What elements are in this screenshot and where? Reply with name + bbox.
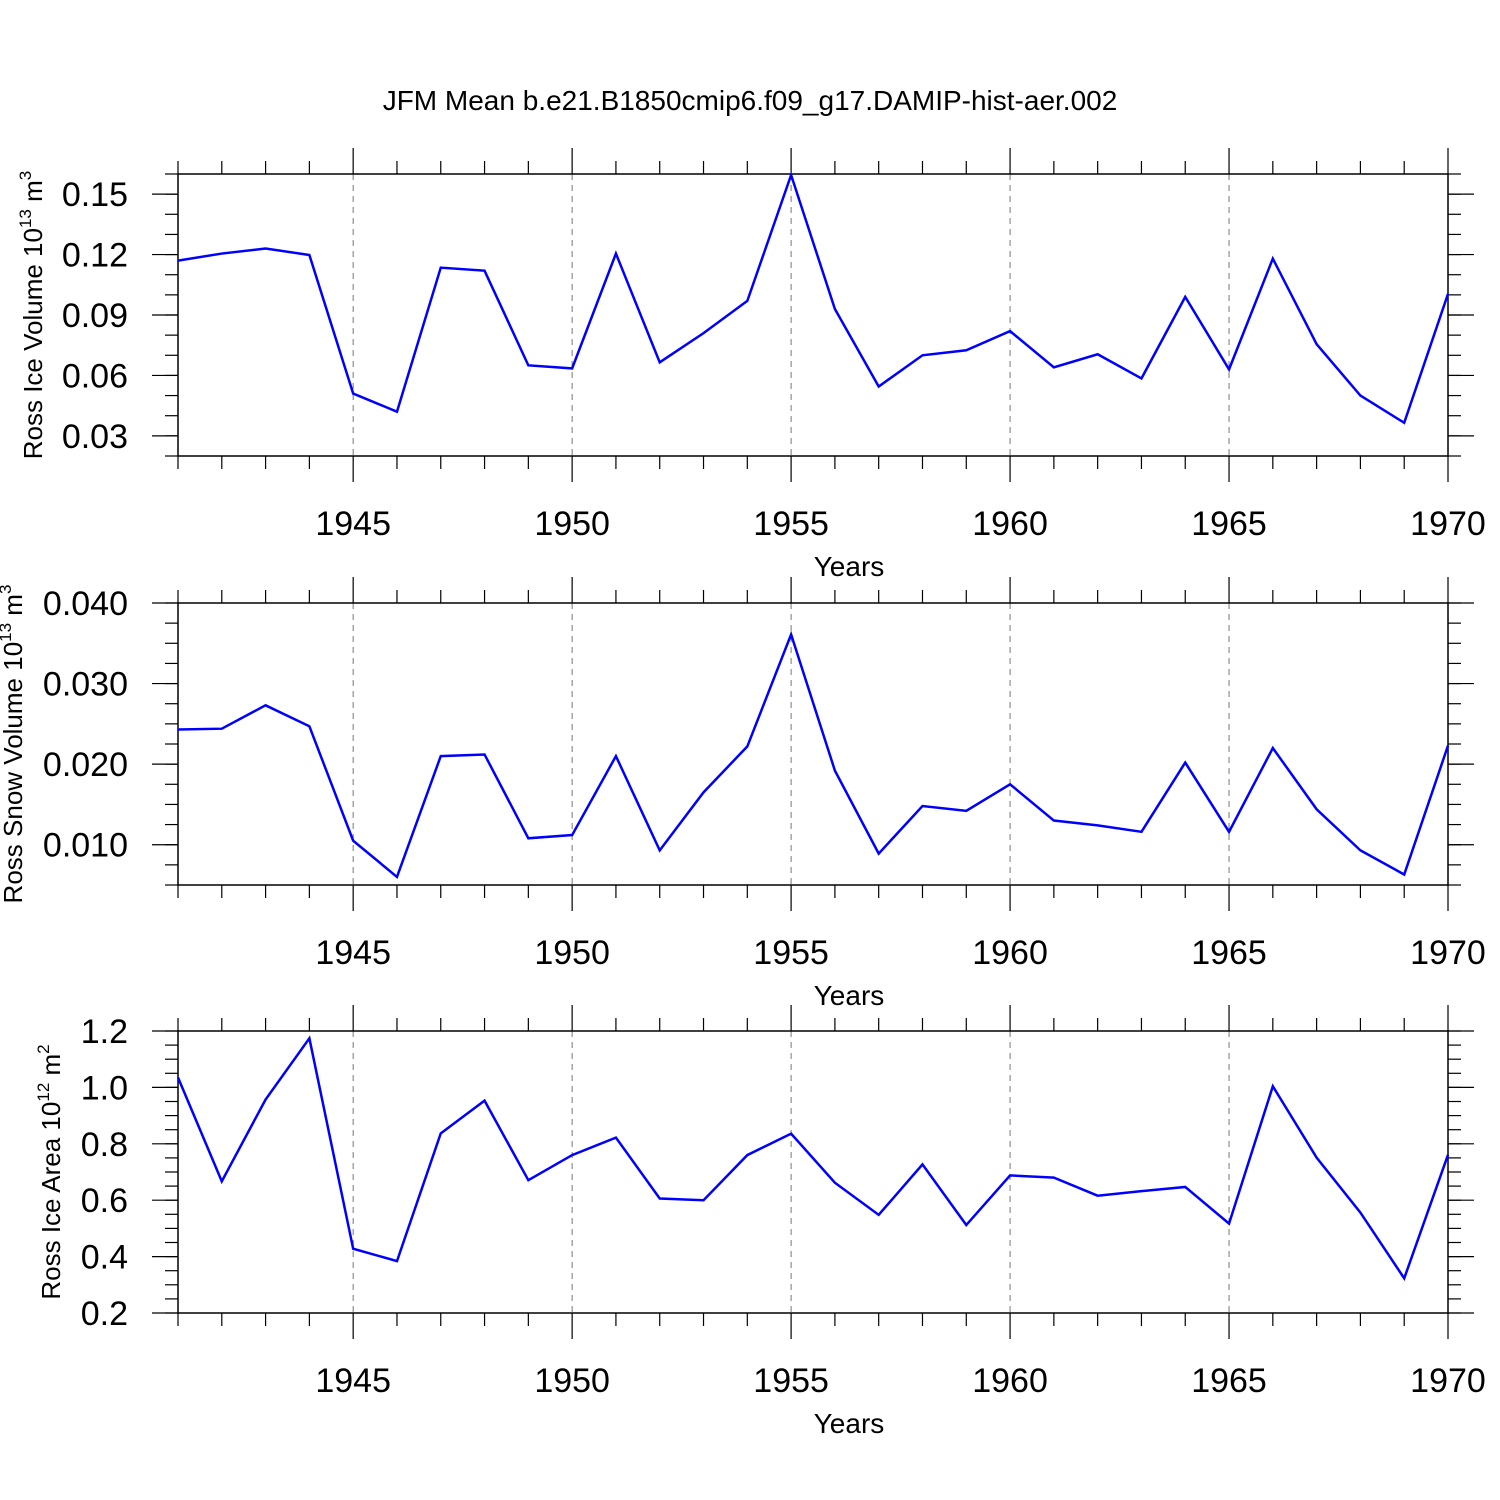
y-axis-label: Ross Snow Volume 1013 m3 <box>0 585 28 904</box>
y-tick-label: 1.0 <box>81 1069 128 1107</box>
y-axis-label-prefix: Ross Ice Area 10 <box>36 1102 66 1300</box>
x-tick-label: 1960 <box>972 505 1048 543</box>
plot-frame <box>177 173 1449 457</box>
series-line <box>177 171 1450 425</box>
x-tick-label: 1970 <box>1410 505 1486 543</box>
x-tick-label: 1955 <box>753 1362 829 1400</box>
x-tick-label: 1950 <box>534 505 610 543</box>
x-tick-label: 1960 <box>972 1362 1048 1400</box>
series-line <box>176 1035 1450 1282</box>
y-axis-label-unit: m <box>18 180 48 209</box>
y-tick-label: 0.8 <box>81 1126 128 1164</box>
y-axis-label-prefix: Ross Snow Volume 10 <box>0 642 28 904</box>
y-tick-label: 0.2 <box>81 1295 128 1333</box>
x-tick-label: 1965 <box>1191 934 1267 972</box>
panel-3: 1945 1950 1955 1960 1965 1970 0.2 0.4 0.6 0.8 1.0 1… <box>34 1005 1486 1439</box>
y-tick-label: 1.2 <box>81 1013 128 1051</box>
series-line <box>177 630 1450 880</box>
y-tick-label: 0.010 <box>43 827 128 865</box>
panel-1: 1945 1950 1955 1960 1965 1970 0.03 0.06 0.09 0.12… <box>16 148 1486 582</box>
x-tick-label: 1970 <box>1410 1362 1486 1400</box>
x-axis-label: Years <box>814 551 885 582</box>
x-tick-label: 1950 <box>534 934 610 972</box>
y-tick-label: 0.09 <box>62 297 128 335</box>
y-axis-label-exp: 13 <box>0 623 15 642</box>
y-axis-label-unit-exp: 3 <box>0 585 15 594</box>
y-tick-label: 0.03 <box>62 418 128 456</box>
y-axis-label: Ross Ice Area 1012 m2 <box>34 1044 66 1299</box>
panel-2: 1945 1950 1955 1960 1965 1970 0.010 0.020 0.030 0… <box>0 577 1486 1011</box>
y-axis-label-exp: 13 <box>16 209 35 228</box>
x-tick-label: 1955 <box>753 934 829 972</box>
y-axis-label-prefix: Ross Ice Volume 10 <box>18 228 48 459</box>
x-tick-label: 1945 <box>315 505 391 543</box>
y-tick-label: 0.040 <box>43 585 128 623</box>
figure-title: JFM Mean b.e21.B1850cmip6.f09_g17.DAMIP-… <box>383 85 1118 116</box>
x-tick-label: 1965 <box>1191 1362 1267 1400</box>
plot-frame <box>177 1030 1449 1314</box>
y-axis-label-unit: m <box>0 594 28 623</box>
y-axis-label-exp: 12 <box>34 1083 53 1102</box>
y-tick-label: 0.4 <box>81 1239 128 1277</box>
y-tick-label: 0.020 <box>43 746 128 784</box>
x-tick-label: 1945 <box>315 1362 391 1400</box>
y-tick-label: 0.06 <box>62 357 128 395</box>
y-tick-label: 0.12 <box>62 237 128 275</box>
y-tick-label: 0.030 <box>43 666 128 704</box>
x-tick-label: 1955 <box>753 505 829 543</box>
x-axis-label: Years <box>814 980 885 1011</box>
y-tick-label: 0.15 <box>62 176 128 214</box>
x-axis-label: Years <box>814 1408 885 1439</box>
y-axis-label-unit-exp: 2 <box>34 1044 53 1053</box>
x-tick-label: 1945 <box>315 934 391 972</box>
y-axis-label: Ross Ice Volume 1013 m3 <box>16 171 48 460</box>
y-tick-label: 0.6 <box>81 1182 128 1220</box>
x-tick-label: 1960 <box>972 934 1048 972</box>
y-axis-label-unit-exp: 3 <box>16 171 35 180</box>
x-tick-label: 1965 <box>1191 505 1267 543</box>
x-tick-label: 1970 <box>1410 934 1486 972</box>
plot-frame <box>177 602 1449 886</box>
x-tick-label: 1950 <box>534 1362 610 1400</box>
y-axis-label-unit: m <box>36 1054 66 1083</box>
